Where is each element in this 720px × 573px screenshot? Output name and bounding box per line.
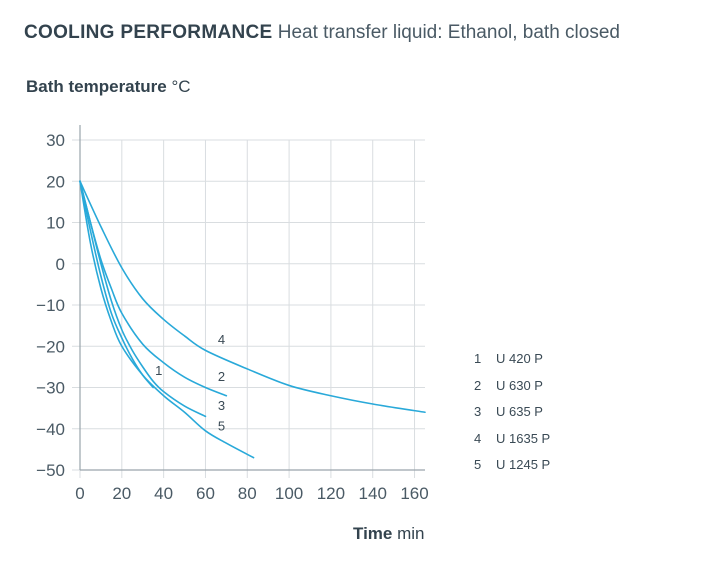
series-line-1: [79, 180, 154, 389]
legend-number: 2: [474, 377, 482, 393]
x-axis-unit: min: [397, 524, 425, 543]
y-tick-label: −30: [36, 379, 65, 398]
legend-number: 3: [474, 404, 482, 419]
chart-title: COOLING PERFORMANCE: [24, 22, 273, 43]
chart-subtitle: Heat transfer liquid: Ethanol, bath clos…: [277, 22, 620, 43]
y-axis-label: Bath temperature °C: [26, 77, 191, 97]
y-tick-label: −40: [36, 420, 65, 439]
x-tick-label: 0: [75, 484, 84, 503]
x-tick-label: 40: [154, 484, 173, 503]
series-line-5: [79, 180, 255, 459]
legend-number: 5: [474, 457, 482, 472]
x-tick-label: 80: [238, 484, 257, 503]
y-axis-unit: °C: [171, 77, 191, 96]
x-tick-label: 120: [317, 484, 345, 503]
series-line-2: [79, 180, 228, 397]
chart-title-row: COOLING PERFORMANCE Heat transfer liquid…: [24, 22, 620, 44]
y-tick-label: −50: [36, 461, 65, 480]
series-line-3: [79, 180, 207, 418]
legend-item: 5 U 1245 P: [474, 455, 550, 482]
x-tick-label: 60: [196, 484, 215, 503]
x-tick-label: 140: [359, 484, 387, 503]
legend: 1 U 420 P 2 U 630 P 3 U 635 P 4 U 1635 P 5 U …: [474, 349, 550, 482]
legend-label: U 635 P: [496, 404, 543, 419]
curve-label: 3: [218, 398, 225, 413]
x-axis-label-text: Time: [353, 524, 393, 543]
series-line-4: [79, 180, 426, 414]
legend-label: U 1245 P: [496, 457, 551, 472]
legend-label: U 1635 P: [496, 430, 551, 446]
x-tick-label: 20: [112, 484, 131, 503]
y-axis-label-text: Bath temperature: [26, 77, 167, 96]
y-tick-label: 20: [46, 172, 65, 191]
curve-label: 5: [218, 419, 225, 434]
curve-label: 4: [218, 332, 225, 347]
legend-label: U 420 P: [496, 351, 543, 366]
legend-label: U 630 P: [496, 377, 543, 393]
legend-item: 2 U 630 P: [474, 376, 550, 403]
y-tick-label: 30: [46, 131, 65, 150]
x-axis-label: Time min: [353, 524, 425, 544]
y-tick-label: −20: [36, 337, 65, 356]
curve-label: 1: [155, 363, 162, 378]
y-tick-label: −10: [36, 296, 65, 315]
y-tick-label: 10: [46, 214, 65, 233]
legend-item: 1 U 420 P: [474, 349, 550, 376]
curve-label: 2: [218, 369, 225, 384]
x-tick-label: 100: [275, 484, 303, 503]
x-tick-label: 160: [400, 484, 428, 503]
legend-item: 4 U 1635 P: [474, 429, 550, 456]
y-tick-label: 0: [56, 255, 65, 274]
legend-item: 3 U 635 P: [474, 402, 550, 429]
legend-number: 4: [474, 430, 482, 446]
legend-number: 1: [474, 351, 482, 366]
